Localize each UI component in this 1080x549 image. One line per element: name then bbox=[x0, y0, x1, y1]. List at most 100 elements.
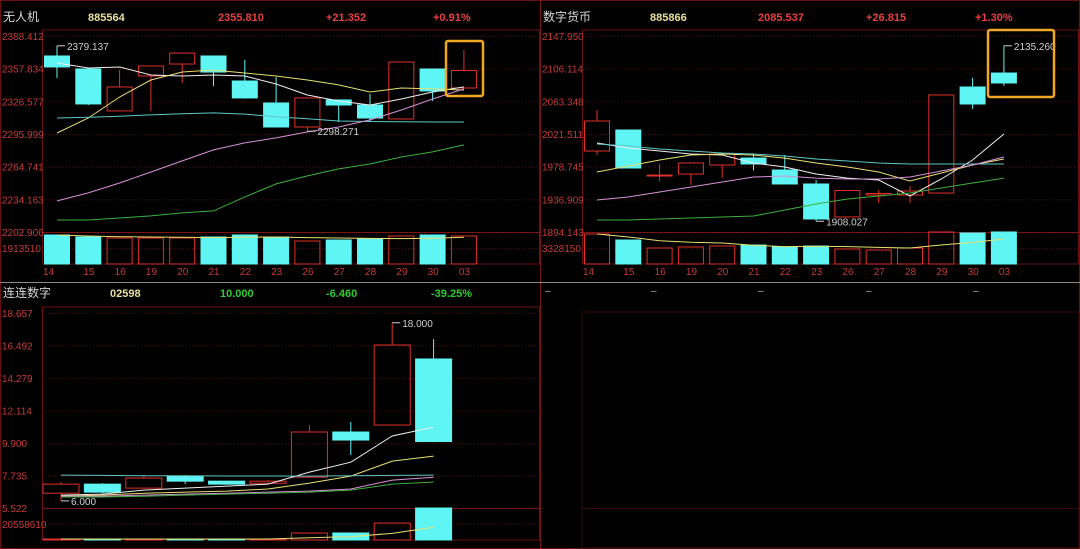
candle-up bbox=[584, 120, 610, 152]
moving-average-line-4 bbox=[61, 476, 434, 497]
moving-average-line-3 bbox=[56, 112, 464, 123]
volume-bar bbox=[646, 247, 673, 265]
candle-down bbox=[740, 157, 767, 165]
placeholder-dash: – bbox=[758, 286, 764, 297]
y-tick-label: 2202.906 bbox=[2, 228, 44, 239]
volume-bar bbox=[357, 238, 383, 265]
x-date-label: 28 bbox=[905, 267, 917, 278]
moving-average-line-5 bbox=[57, 144, 465, 221]
moving-average-line-2 bbox=[60, 455, 434, 497]
low-price-annotation: 1908.027 bbox=[826, 217, 868, 228]
panel-header-lianlian[interactable]: 连连数字 02598 10.000 -6.460 -39.25% bbox=[3, 285, 472, 300]
volume-bar bbox=[834, 248, 861, 265]
x-date-label: 23 bbox=[271, 267, 283, 278]
candle-up bbox=[290, 431, 328, 478]
candle-down bbox=[44, 55, 70, 68]
volume-bar bbox=[263, 236, 290, 265]
y-tick-label: 2106.114 bbox=[542, 65, 583, 76]
empty-panel: – – – – – bbox=[545, 286, 1080, 549]
stock-code: 02598 bbox=[110, 288, 141, 300]
x-date-label: 23 bbox=[811, 267, 823, 278]
x-date-label: 20 bbox=[177, 267, 189, 278]
plot-frame bbox=[582, 29, 1079, 265]
y-tick-label: 18.657 bbox=[2, 309, 33, 320]
stock-name: 数字货币 bbox=[543, 9, 591, 24]
panel-header-digital-currency[interactable]: 数字货币 885866 2085.537 +26.815 +1.30% bbox=[543, 9, 1013, 24]
plot-frame bbox=[42, 29, 540, 265]
x-date-label: 15 bbox=[83, 267, 95, 278]
candle-down bbox=[803, 183, 830, 220]
volume-tick-label: 20558610 bbox=[2, 520, 47, 531]
volume-moving-average bbox=[596, 233, 1004, 249]
x-date-label: 16 bbox=[115, 267, 127, 278]
candlestick-panel-1: 2147.950 2106.114 2063.348 2021.511 1978.745… bbox=[542, 28, 1079, 278]
moving-average-line-2 bbox=[56, 69, 464, 134]
x-date-label: 26 bbox=[842, 267, 854, 278]
low-price-annotation: 2298.271 bbox=[317, 127, 359, 138]
candle-up bbox=[450, 69, 477, 89]
volume-bar bbox=[677, 246, 704, 265]
candle-up bbox=[388, 61, 415, 120]
candlestick-panel-0: 2388.412 2357.834 2326.577 2295.999 2264.741… bbox=[2, 29, 540, 278]
x-date-label: 20 bbox=[717, 267, 729, 278]
panel-header-drone[interactable]: 无人机 885564 2355.810 +21.352 +0.91% bbox=[3, 10, 471, 24]
x-date-label: 21 bbox=[209, 267, 221, 278]
stock-name: 无人机 bbox=[3, 10, 39, 24]
y-tick-label: 1894.143 bbox=[542, 228, 584, 239]
x-date-label: 28 bbox=[365, 267, 377, 278]
stock-price: 10.000 bbox=[220, 288, 254, 300]
y-tick-label: 2147.950 bbox=[542, 32, 584, 43]
low-price-annotation: 6.000 bbox=[71, 497, 96, 508]
y-tick-label: 16.492 bbox=[2, 342, 33, 353]
y-tick-label: 1978.745 bbox=[542, 163, 584, 174]
volume-bar bbox=[200, 236, 227, 265]
x-date-label: 30 bbox=[428, 267, 440, 278]
volume-bar bbox=[615, 239, 642, 265]
moving-average-line-5 bbox=[597, 177, 1004, 221]
high-price-annotation: 2135.260 bbox=[1014, 42, 1056, 53]
volume-tick-label: 3328150 bbox=[542, 244, 581, 255]
y-tick-label: 2295.999 bbox=[2, 130, 44, 141]
stock-change-pct: +1.30% bbox=[975, 12, 1013, 24]
x-date-label: 26 bbox=[302, 267, 314, 278]
volume-bar bbox=[450, 235, 477, 265]
y-tick-label: 12.114 bbox=[2, 407, 32, 418]
candle-down bbox=[990, 72, 1017, 84]
stock-name: 连连数字 bbox=[3, 285, 51, 300]
empty-plot-frame bbox=[581, 311, 1080, 549]
candle-down bbox=[166, 475, 204, 482]
x-date-label: 27 bbox=[874, 267, 886, 278]
stock-change: +26.815 bbox=[866, 12, 906, 24]
y-tick-label: 2021.511 bbox=[542, 130, 583, 141]
candle-down bbox=[231, 80, 258, 99]
candle-down bbox=[200, 55, 227, 73]
placeholder-dash: – bbox=[973, 286, 979, 297]
candle-down bbox=[83, 483, 121, 493]
x-date-label: 29 bbox=[396, 267, 408, 278]
volume-bar bbox=[290, 532, 328, 541]
placeholder-dash: – bbox=[866, 286, 872, 297]
candle-up bbox=[928, 94, 955, 194]
volume-bar bbox=[990, 231, 1017, 265]
x-date-label: 16 bbox=[655, 267, 667, 278]
y-tick-label: 5.522 bbox=[2, 504, 27, 515]
volume-bar bbox=[106, 237, 133, 265]
y-tick-label: 2388.412 bbox=[2, 32, 44, 43]
candle-down bbox=[415, 358, 453, 443]
candle-up bbox=[677, 162, 704, 175]
candle-up bbox=[865, 192, 892, 196]
moving-average-line-5 bbox=[61, 481, 434, 498]
moving-average-line-2 bbox=[596, 153, 1004, 182]
moving-average-line-3 bbox=[596, 143, 1004, 165]
volume-moving-average bbox=[56, 234, 464, 240]
volume-bar bbox=[959, 232, 986, 265]
x-date-label: 30 bbox=[968, 267, 980, 278]
volume-bar bbox=[928, 231, 955, 265]
volume-bar bbox=[373, 522, 411, 541]
volume-bar bbox=[803, 245, 830, 265]
candle-up bbox=[249, 480, 287, 484]
moving-average-line-1 bbox=[60, 426, 434, 496]
highlight-box bbox=[986, 28, 1056, 99]
stock-code: 885564 bbox=[88, 12, 126, 24]
